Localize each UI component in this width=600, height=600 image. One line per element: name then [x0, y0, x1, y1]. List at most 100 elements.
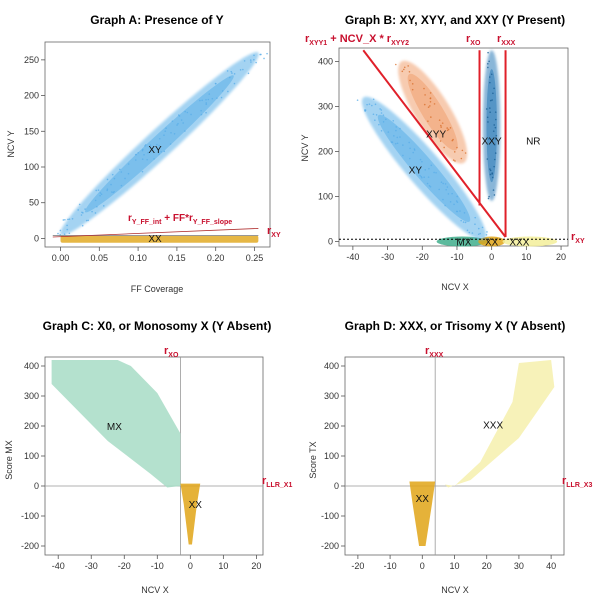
cluster-xxy-point [494, 111, 497, 113]
cluster-xy-point [205, 102, 208, 104]
cluster-xy-point [63, 233, 66, 235]
cluster-xy-point [382, 114, 385, 116]
cluster-xy-point [247, 72, 250, 75]
graph-d-xlabel: NCV X [441, 585, 469, 595]
y-tick-label: 0 [328, 237, 333, 247]
cluster-xy-point [428, 167, 430, 170]
cluster-xyy-point [401, 70, 404, 73]
cluster-label-xxy: XXY [482, 136, 502, 147]
graph-c-rxo-annotation: rXO [164, 345, 179, 359]
cluster-xy-point [127, 163, 130, 165]
cluster-xxy-point [489, 107, 491, 109]
cluster-xyy-point [411, 83, 414, 85]
cluster-xy-point [141, 170, 144, 173]
cluster-xy-point [447, 193, 450, 195]
x-tick-label: 0.05 [91, 253, 109, 263]
graph-b-diagonal-annotation: rXYY1 + NCV_X * rXYY2 [305, 33, 409, 47]
cluster-xy-point [393, 135, 395, 137]
graph-b-ylabel: NCV Y [300, 134, 310, 161]
graph-a-slope-annotation: rY_FF_int + FF*rY_FF_slope [128, 213, 232, 226]
cluster-xy-point [380, 109, 383, 111]
cluster-xy-point [170, 131, 172, 134]
cluster-xy-point [62, 219, 65, 221]
cluster-label-xyy: XYY [426, 130, 446, 141]
cluster-xy-point [111, 191, 113, 193]
cluster-xy-point [119, 168, 121, 171]
cluster-xy-point [396, 136, 399, 139]
x-tick-label: -20 [416, 252, 429, 262]
cluster-xy-point [182, 122, 184, 124]
cluster-xy-point [106, 178, 109, 181]
cluster-xy-point [112, 191, 115, 194]
graph-d-ylabel: Score TX [308, 441, 318, 478]
cluster-xy-point [160, 150, 162, 153]
x-tick-label: 40 [546, 561, 556, 571]
graph-d-rllr-r: r [562, 475, 567, 487]
graph-a-rxy-sub: XY [271, 232, 281, 239]
cluster-xy-point [413, 149, 416, 151]
cluster-xy-point [158, 137, 161, 140]
cluster-xxy-point [494, 118, 497, 121]
cluster-xy-point [67, 218, 69, 221]
graph-a-rxy-r: r [267, 225, 272, 237]
cluster-label-mx: MX [107, 422, 122, 433]
graph-b: Graph B: XY, XYY, and XXY (Y Present) -4… [300, 13, 585, 292]
cluster-xy-point [435, 171, 437, 174]
graph-c-title: Graph C: X0, or Monosomy X (Y Absent) [43, 319, 272, 333]
cluster-xxy-point [489, 168, 491, 170]
graph-a: Graph A: Presence of Y 0.00 0.05 0.10 0.15 0… [6, 13, 281, 294]
x-tick-label: 20 [251, 561, 261, 571]
cluster-xy-point [399, 127, 401, 130]
x-tick-label: 0 [188, 561, 193, 571]
cluster-label-mx: MX [456, 238, 471, 249]
graph-d: Graph D: XXX, or Trisomy X (Y Absent) -2… [308, 319, 592, 595]
cluster-xxy-point [489, 169, 492, 172]
cluster-xy-point [444, 183, 447, 185]
cluster-xyy-point [454, 160, 456, 162]
cluster-xy-point [233, 73, 236, 75]
graph-a-rxy-annotation: rXY [267, 225, 281, 239]
cluster-xy-point [395, 129, 397, 132]
cluster-xy-point [466, 229, 469, 232]
graph-a-axes: 0.00 0.05 0.10 0.15 0.20 0.25 0 50 100 150 200 250 [24, 55, 263, 263]
cluster-xyy-point [439, 140, 442, 142]
cluster-xxy-point [488, 76, 491, 78]
cluster-xy-point [396, 142, 399, 145]
line-slope [52, 228, 259, 238]
y-tick-label: 100 [24, 451, 39, 461]
cluster-xy-point [250, 61, 252, 63]
cluster-xy-point [163, 150, 166, 153]
cluster-xy-point [394, 142, 397, 145]
cluster-xy-point [442, 198, 444, 201]
cluster-xyy-point [403, 68, 405, 71]
cluster-xxy-point [486, 116, 489, 119]
cluster-xy-point [378, 123, 380, 126]
cluster-xy-point [463, 212, 466, 214]
cluster-xx [180, 483, 201, 545]
x-tick-label: 0.15 [168, 253, 186, 263]
cluster-xyy-point [429, 105, 431, 107]
cluster-xy-point [165, 127, 167, 130]
cluster-xy-point [374, 103, 377, 106]
cluster-xy-point [205, 98, 207, 101]
graph-b-rxxx-sub: XXX [501, 40, 515, 47]
cluster-xy-point [111, 173, 114, 176]
cluster-xxy-point [494, 137, 497, 140]
graph-d-rxxx-r: r [425, 345, 430, 357]
graph-c-clusters [45, 357, 263, 555]
y-tick-label: 100 [318, 192, 333, 202]
cluster-mx [51, 360, 181, 488]
cluster-xy-point [402, 144, 404, 146]
cluster-xy-point [173, 132, 176, 135]
cluster-xy-point [113, 177, 116, 180]
y-tick-label: 300 [24, 391, 39, 401]
graph-a-threshold-lines [52, 228, 259, 238]
cluster-xy-point [205, 111, 207, 114]
cluster-xy-point [164, 130, 167, 132]
cluster-xy-point [144, 145, 146, 147]
y-tick-label: 400 [324, 361, 339, 371]
cluster-xy-point [81, 211, 83, 214]
cluster-xy-point [412, 151, 414, 154]
